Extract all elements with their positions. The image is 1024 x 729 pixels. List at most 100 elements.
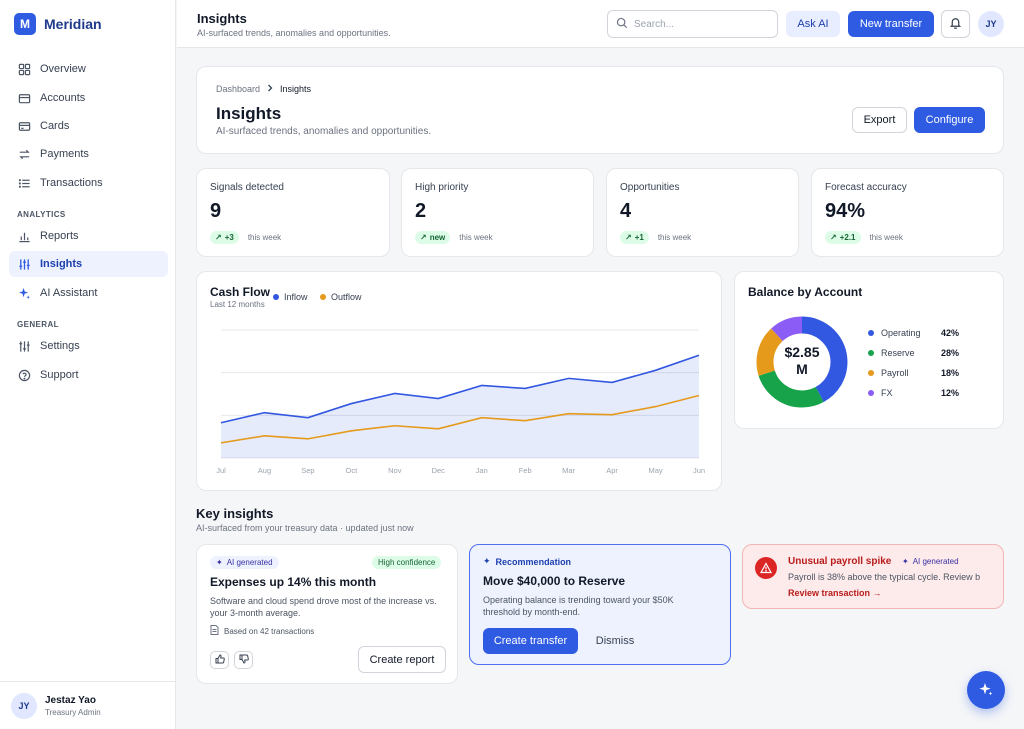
legend-dot <box>868 330 874 336</box>
sidebar-item-insights[interactable]: Insights <box>9 251 168 277</box>
thumbs-down-icon <box>239 653 249 667</box>
sidebar-item-cards[interactable]: Cards <box>9 113 168 139</box>
stat-value: 4 <box>620 200 632 222</box>
sidebar-item-payments[interactable]: Payments <box>9 141 168 167</box>
sidebar-item-label: Reports <box>40 230 79 242</box>
x-tick-label: Dec <box>432 466 446 475</box>
thumbs-up-icon <box>215 653 225 667</box>
transfer-icon <box>17 147 31 161</box>
breadcrumb-root[interactable]: Dashboard <box>216 84 261 94</box>
sliders-icon <box>17 257 31 271</box>
cashflow-subtitle: Last 12 months <box>210 300 265 309</box>
x-tick-label: Sep <box>301 466 314 475</box>
legend-dot <box>868 370 874 376</box>
create-report-button[interactable]: Create report <box>358 646 446 673</box>
sidebar-item-label: Cards <box>40 120 70 132</box>
arrow-up-right-icon: ↗ <box>420 233 427 242</box>
legend-outflow: Outflow <box>320 292 362 302</box>
delta-period: this week <box>247 233 282 242</box>
x-tick-label: Jan <box>476 466 488 475</box>
warning-icon <box>755 557 777 579</box>
topbar: Insights AI-surfaced trends, anomalies a… <box>177 0 1024 48</box>
bell-icon <box>949 16 962 32</box>
donut-segment-fx <box>756 316 848 408</box>
legend-dot <box>868 390 874 396</box>
notifications-button[interactable] <box>941 10 970 38</box>
dismiss-button[interactable]: Dismiss <box>595 635 635 647</box>
ai-generated-badge: ✦ AI generated <box>210 556 279 569</box>
legend-dot <box>868 350 874 356</box>
key-insights-subtitle: AI-surfaced from your treasury data · up… <box>196 523 414 533</box>
breadcrumb-current: Insights <box>280 84 312 94</box>
chevron-right-icon <box>266 84 274 94</box>
ask-ai-button[interactable]: Ask AI <box>786 11 840 37</box>
insight-card-payroll-alert: Unusual payroll spike ✦ AI generated Payr… <box>742 544 1004 609</box>
arrow-up-right-icon: ↗ <box>215 233 222 242</box>
cashflow-chart: Jul Aug Sep Oct Nov Dec Jan Feb Mar Apr May Jun <box>216 329 705 475</box>
export-button[interactable]: Export <box>852 107 907 133</box>
sidebar-item-transactions[interactable]: Transactions <box>9 170 168 196</box>
legend-inflow: Inflow <box>273 292 308 302</box>
balance-row-reserve: Reserve 28% <box>868 348 968 358</box>
create-transfer-button[interactable]: Create transfer <box>483 628 578 654</box>
insight-body: Software and cloud spend drove most of t… <box>210 596 437 618</box>
outflow-line <box>220 394 700 444</box>
sidebar-item-reports[interactable]: Reports <box>9 223 168 249</box>
balance-card: Balance by Account $2.85M Operating 42% R… <box>734 271 1004 429</box>
sidebar-item-label: AI Assistant <box>40 287 98 299</box>
review-transaction-link[interactable]: Review transaction → <box>788 588 882 598</box>
search-icon <box>616 17 628 32</box>
sidebar-section-general: GENERAL <box>17 320 59 329</box>
legend-dot <box>320 294 326 300</box>
donut-segment-reserve <box>756 316 848 408</box>
delta-period: this week <box>869 233 903 242</box>
sidebar-item-label: Overview <box>40 63 86 75</box>
settings-icon <box>17 339 31 353</box>
delta-period: this week <box>459 233 493 242</box>
new-transfer-button[interactable]: New transfer <box>848 11 934 37</box>
balance-row-payroll: Payroll 18% <box>868 368 968 378</box>
sidebar-item-label: Insights <box>40 258 83 270</box>
sidebar-item-label: Support <box>40 369 79 381</box>
sidebar-item-ai-assistant[interactable]: AI Assistant <box>9 280 168 306</box>
x-tick-label: Aug <box>258 466 271 475</box>
sidebar: M Meridian Overview Accounts Cards Payme… <box>0 0 176 729</box>
stat-delta: ↗ +2.1 this week <box>825 231 903 244</box>
configure-button[interactable]: Configure <box>914 107 985 133</box>
delta-badge: ↗ +3 <box>210 231 239 244</box>
header-title: Insights <box>216 104 282 123</box>
x-tick-label: Jul <box>216 466 226 475</box>
x-tick-label: Apr <box>606 466 618 475</box>
sidebar-item-settings[interactable]: Settings <box>9 333 168 359</box>
balance-title: Balance by Account <box>748 285 863 299</box>
sidebar-item-overview[interactable]: Overview <box>9 56 168 82</box>
ai-generated-badge: ✦ AI generated <box>902 557 959 566</box>
avatar[interactable]: JY <box>978 11 1004 37</box>
header-subtitle: AI-surfaced trends, anomalies and opport… <box>216 126 432 137</box>
inflow-line <box>220 354 700 424</box>
cashflow-card: Cash Flow Last 12 months Inflow Outflow … <box>196 271 722 491</box>
user-profile[interactable]: JY Jestaz Yao Treasury Admin <box>0 681 176 729</box>
insight-card-expenses: ✦ AI generated High confidence Expenses u… <box>196 544 458 684</box>
balance-donut <box>756 316 848 408</box>
sidebar-item-support[interactable]: Support <box>9 362 168 388</box>
delta-badge: ↗ +1 <box>620 231 649 244</box>
alert-title: Unusual payroll spike <box>788 556 892 567</box>
thumbs-up-button[interactable] <box>210 651 229 669</box>
brand[interactable]: M Meridian <box>14 13 102 35</box>
bar-chart-icon <box>17 229 31 243</box>
search-input[interactable]: Search... <box>607 10 778 38</box>
arrow-up-right-icon: ↗ <box>830 233 837 242</box>
help-icon <box>17 368 31 382</box>
sidebar-item-accounts[interactable]: Accounts <box>9 85 168 111</box>
search-placeholder: Search... <box>634 18 675 30</box>
sparkle-icon: ✦ <box>483 556 491 566</box>
inflow-area <box>221 355 699 458</box>
ai-assistant-fab[interactable] <box>967 671 1005 709</box>
stat-card-opportunities: Opportunities 4 ↗ +1 this week <box>606 168 799 257</box>
insight-title: Expenses up 14% this month <box>210 575 377 589</box>
stat-label: Opportunities <box>620 182 680 193</box>
x-tick-label: May <box>648 466 662 475</box>
x-tick-label: Oct <box>346 466 359 475</box>
thumbs-down-button[interactable] <box>234 651 253 669</box>
